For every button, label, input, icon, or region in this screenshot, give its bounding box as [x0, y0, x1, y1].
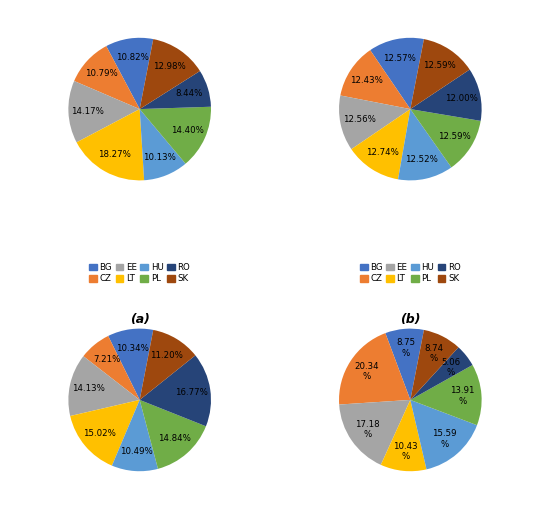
Wedge shape: [339, 96, 410, 149]
Text: 18.27%: 18.27%: [98, 150, 131, 159]
Text: 13.91
%: 13.91 %: [450, 386, 475, 406]
Text: 11.20%: 11.20%: [150, 351, 183, 360]
Text: 20.34
%: 20.34 %: [354, 362, 379, 381]
Text: 8.44%: 8.44%: [176, 89, 203, 98]
Wedge shape: [339, 400, 410, 465]
Wedge shape: [140, 355, 211, 426]
Wedge shape: [140, 71, 211, 109]
Text: (a): (a): [130, 313, 150, 326]
Wedge shape: [339, 333, 410, 405]
Text: 10.49%: 10.49%: [120, 447, 152, 457]
Wedge shape: [386, 329, 424, 400]
Legend: BG, CZ, EE, LT, HU, PL, RO, SK: BG, CZ, EE, LT, HU, PL, RO, SK: [358, 261, 463, 285]
Text: 12.56%: 12.56%: [343, 115, 376, 124]
Wedge shape: [410, 109, 481, 167]
Text: 10.79%: 10.79%: [85, 69, 118, 78]
Text: 12.52%: 12.52%: [405, 155, 438, 164]
Text: 8.74
%: 8.74 %: [424, 344, 443, 363]
Wedge shape: [410, 400, 477, 469]
Wedge shape: [108, 329, 153, 400]
Wedge shape: [106, 38, 153, 109]
Wedge shape: [140, 107, 211, 164]
Wedge shape: [351, 109, 410, 179]
Wedge shape: [398, 109, 452, 180]
Wedge shape: [140, 109, 185, 180]
Text: 12.59%: 12.59%: [438, 132, 471, 142]
Text: 5.06
%: 5.06 %: [442, 358, 461, 377]
Legend: BG, CZ, EE, LT, HU, PL, RO, SK: BG, CZ, EE, LT, HU, PL, RO, SK: [87, 261, 192, 285]
Wedge shape: [370, 38, 424, 109]
Text: 14.40%: 14.40%: [170, 126, 204, 135]
Wedge shape: [410, 39, 470, 109]
Text: 10.43
%: 10.43 %: [393, 442, 417, 462]
Text: 12.98%: 12.98%: [153, 62, 185, 71]
Text: 17.18
%: 17.18 %: [355, 420, 380, 439]
Text: 15.59
%: 15.59 %: [432, 430, 457, 449]
Wedge shape: [410, 347, 472, 400]
Wedge shape: [74, 46, 140, 109]
Wedge shape: [112, 400, 158, 471]
Wedge shape: [68, 81, 140, 143]
Text: 14.84%: 14.84%: [158, 434, 191, 443]
Text: 16.77%: 16.77%: [175, 388, 207, 397]
Text: (b): (b): [400, 313, 421, 326]
Wedge shape: [84, 336, 140, 400]
Text: 12.74%: 12.74%: [366, 148, 399, 157]
Text: 10.34%: 10.34%: [117, 344, 149, 353]
Text: 15.02%: 15.02%: [84, 429, 116, 438]
Wedge shape: [410, 70, 482, 121]
Text: 12.43%: 12.43%: [350, 76, 383, 85]
Text: 8.75
%: 8.75 %: [397, 338, 416, 358]
Wedge shape: [410, 365, 482, 425]
Wedge shape: [140, 39, 200, 109]
Text: 14.13%: 14.13%: [73, 384, 105, 393]
Wedge shape: [381, 400, 426, 471]
Text: 12.59%: 12.59%: [423, 61, 455, 70]
Wedge shape: [70, 400, 140, 466]
Text: 12.57%: 12.57%: [383, 53, 416, 63]
Wedge shape: [68, 356, 140, 416]
Text: 10.13%: 10.13%: [142, 153, 175, 162]
Text: 14.17%: 14.17%: [72, 107, 104, 116]
Text: 7.21%: 7.21%: [93, 355, 120, 364]
Text: 10.82%: 10.82%: [116, 53, 148, 62]
Wedge shape: [140, 400, 206, 469]
Wedge shape: [76, 109, 144, 180]
Wedge shape: [140, 330, 195, 400]
Text: 12.00%: 12.00%: [445, 94, 477, 103]
Wedge shape: [410, 330, 459, 400]
Wedge shape: [340, 50, 410, 109]
